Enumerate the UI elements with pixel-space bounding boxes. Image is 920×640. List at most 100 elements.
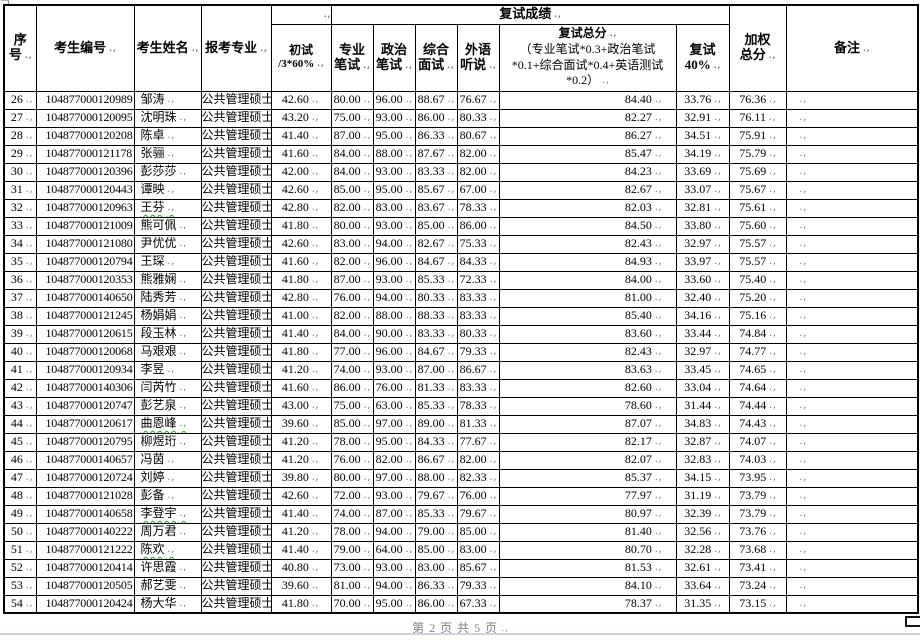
- cell-zongfen[interactable]: 82.07: [498, 450, 677, 470]
- cell-zhuanye[interactable]: 86.00: [330, 378, 374, 398]
- cell-major[interactable]: 公共管理硕士: [200, 360, 272, 380]
- cell-zonghe[interactable]: 85.33: [414, 504, 458, 524]
- cell-name[interactable]: 杨大华: [133, 594, 202, 614]
- cell-zonghe[interactable]: 88.33: [414, 306, 458, 326]
- cell-no[interactable]: 35: [3, 252, 37, 272]
- cell-zongfen[interactable]: 82.60: [498, 378, 677, 398]
- cell-zonghe[interactable]: 86.33: [414, 126, 458, 146]
- cell-chushi[interactable]: 42.60: [270, 486, 332, 506]
- cell-chushi[interactable]: 41.60: [270, 144, 332, 164]
- cell-name[interactable]: 马艰艰: [133, 342, 202, 362]
- cell-id[interactable]: 104877000140650: [35, 288, 135, 308]
- cell-zongfen[interactable]: 82.17: [498, 432, 677, 452]
- cell-zhuanye[interactable]: 79.00: [330, 540, 374, 560]
- cell-waiyu[interactable]: 82.00: [456, 162, 500, 182]
- cell-chushi[interactable]: 42.80: [270, 288, 332, 308]
- cell-no[interactable]: 51: [3, 540, 37, 560]
- cell-major[interactable]: 公共管理硕士: [200, 486, 272, 506]
- cell-remark[interactable]: [785, 522, 919, 542]
- cell-zongfen[interactable]: 78.60: [498, 396, 677, 416]
- cell-remark[interactable]: [785, 558, 919, 578]
- cell-zhuanye[interactable]: 84.00: [330, 144, 374, 164]
- cell-no[interactable]: 47: [3, 468, 37, 488]
- cell-zhuanye[interactable]: 87.00: [330, 270, 374, 290]
- cell-id[interactable]: 104877000120505: [35, 576, 135, 596]
- cell-zonghe[interactable]: 79.67: [414, 486, 458, 506]
- cell-zhengzhi[interactable]: 93.00: [372, 360, 416, 380]
- cell-zongfen[interactable]: 83.60: [498, 324, 677, 344]
- cell-major[interactable]: 公共管理硕士: [200, 144, 272, 164]
- cell-zhuanye[interactable]: 82.00: [330, 198, 374, 218]
- cell-zongfen[interactable]: 81.40: [498, 522, 677, 542]
- cell-remark[interactable]: [785, 576, 919, 596]
- cell-waiyu[interactable]: 77.67: [456, 432, 500, 452]
- cell-zongfen[interactable]: 86.27: [498, 126, 677, 146]
- cell-waiyu[interactable]: 78.33: [456, 396, 500, 416]
- cell-waiyu[interactable]: 82.00: [456, 450, 500, 470]
- cell-waiyu[interactable]: 80.33: [456, 324, 500, 344]
- cell-waiyu[interactable]: 85.00: [456, 522, 500, 542]
- header-initial-score[interactable]: 初试/3*60%: [270, 23, 332, 92]
- cell-jiaquan[interactable]: 75.16: [728, 306, 787, 326]
- cell-major[interactable]: 公共管理硕士: [200, 252, 272, 272]
- cell-remark[interactable]: [785, 360, 919, 380]
- cell-jiaquan[interactable]: 75.60: [728, 216, 787, 236]
- cell-no[interactable]: 48: [3, 486, 37, 506]
- cell-jiaquan[interactable]: 73.68: [728, 540, 787, 560]
- cell-zongfen[interactable]: 82.43: [498, 234, 677, 254]
- cell-zongfen[interactable]: 80.70: [498, 540, 677, 560]
- cell-zongfen[interactable]: 84.00: [498, 270, 677, 290]
- cell-remark[interactable]: [785, 180, 919, 200]
- cell-id[interactable]: 104877000120794: [35, 252, 135, 272]
- cell-no[interactable]: 37: [3, 288, 37, 308]
- cell-name[interactable]: 许思霞: [133, 558, 202, 578]
- cell-chushi[interactable]: 41.40: [270, 324, 332, 344]
- cell-chushi[interactable]: 43.00: [270, 396, 332, 416]
- cell-major[interactable]: 公共管理硕士: [200, 540, 272, 560]
- cell-chushi[interactable]: 39.60: [270, 414, 332, 434]
- cell-waiyu[interactable]: 83.33: [456, 306, 500, 326]
- cell-name[interactable]: 郝艺雯: [133, 576, 202, 596]
- header-interview[interactable]: 综合 面试: [414, 23, 458, 92]
- cell-id[interactable]: 104877000120617: [35, 414, 135, 434]
- cell-zhengzhi[interactable]: 93.00: [372, 162, 416, 182]
- cell-name[interactable]: 杨娟娟: [133, 306, 202, 326]
- cell-remark[interactable]: [785, 450, 919, 470]
- cell-f40[interactable]: 33.44: [675, 324, 730, 344]
- cell-zhengzhi[interactable]: 94.00: [372, 288, 416, 308]
- cell-chushi[interactable]: 41.40: [270, 126, 332, 146]
- cell-chushi[interactable]: 41.20: [270, 522, 332, 542]
- cell-id[interactable]: 104877000121028: [35, 486, 135, 506]
- cell-major[interactable]: 公共管理硕士: [200, 216, 272, 236]
- cell-remark[interactable]: [785, 144, 919, 164]
- header-written-major[interactable]: 专业 笔试: [330, 23, 374, 92]
- cell-no[interactable]: 26: [3, 90, 37, 110]
- cell-zhengzhi[interactable]: 94.00: [372, 234, 416, 254]
- cell-major[interactable]: 公共管理硕士: [200, 504, 272, 524]
- header-candidate-name[interactable]: 考生姓名: [133, 4, 202, 92]
- cell-remark[interactable]: [785, 504, 919, 524]
- header-retest-40[interactable]: 复试 40%: [675, 23, 730, 92]
- cell-f40[interactable]: 33.80: [675, 216, 730, 236]
- cell-no[interactable]: 31: [3, 180, 37, 200]
- cell-chushi[interactable]: 41.00: [270, 306, 332, 326]
- cell-waiyu[interactable]: 67.33: [456, 594, 500, 614]
- header-major[interactable]: 报考专业: [200, 4, 272, 92]
- cell-zonghe[interactable]: 85.00: [414, 540, 458, 560]
- cell-major[interactable]: 公共管理硕士: [200, 198, 272, 218]
- cell-zhuanye[interactable]: 75.00: [330, 396, 374, 416]
- cell-f40[interactable]: 34.16: [675, 306, 730, 326]
- cell-id[interactable]: 104877000121080: [35, 234, 135, 254]
- cell-id[interactable]: 104877000120724: [35, 468, 135, 488]
- cell-major[interactable]: 公共管理硕士: [200, 450, 272, 470]
- cell-f40[interactable]: 34.19: [675, 144, 730, 164]
- cell-jiaquan[interactable]: 74.64: [728, 378, 787, 398]
- cell-name[interactable]: 李登宇: [133, 504, 202, 524]
- cell-id[interactable]: 104877000121178: [35, 144, 135, 164]
- cell-jiaquan[interactable]: 73.41: [728, 558, 787, 578]
- cell-major[interactable]: 公共管理硕士: [200, 432, 272, 452]
- cell-no[interactable]: 45: [3, 432, 37, 452]
- cell-id[interactable]: 104877000140658: [35, 504, 135, 524]
- cell-no[interactable]: 30: [3, 162, 37, 182]
- cell-waiyu[interactable]: 79.67: [456, 504, 500, 524]
